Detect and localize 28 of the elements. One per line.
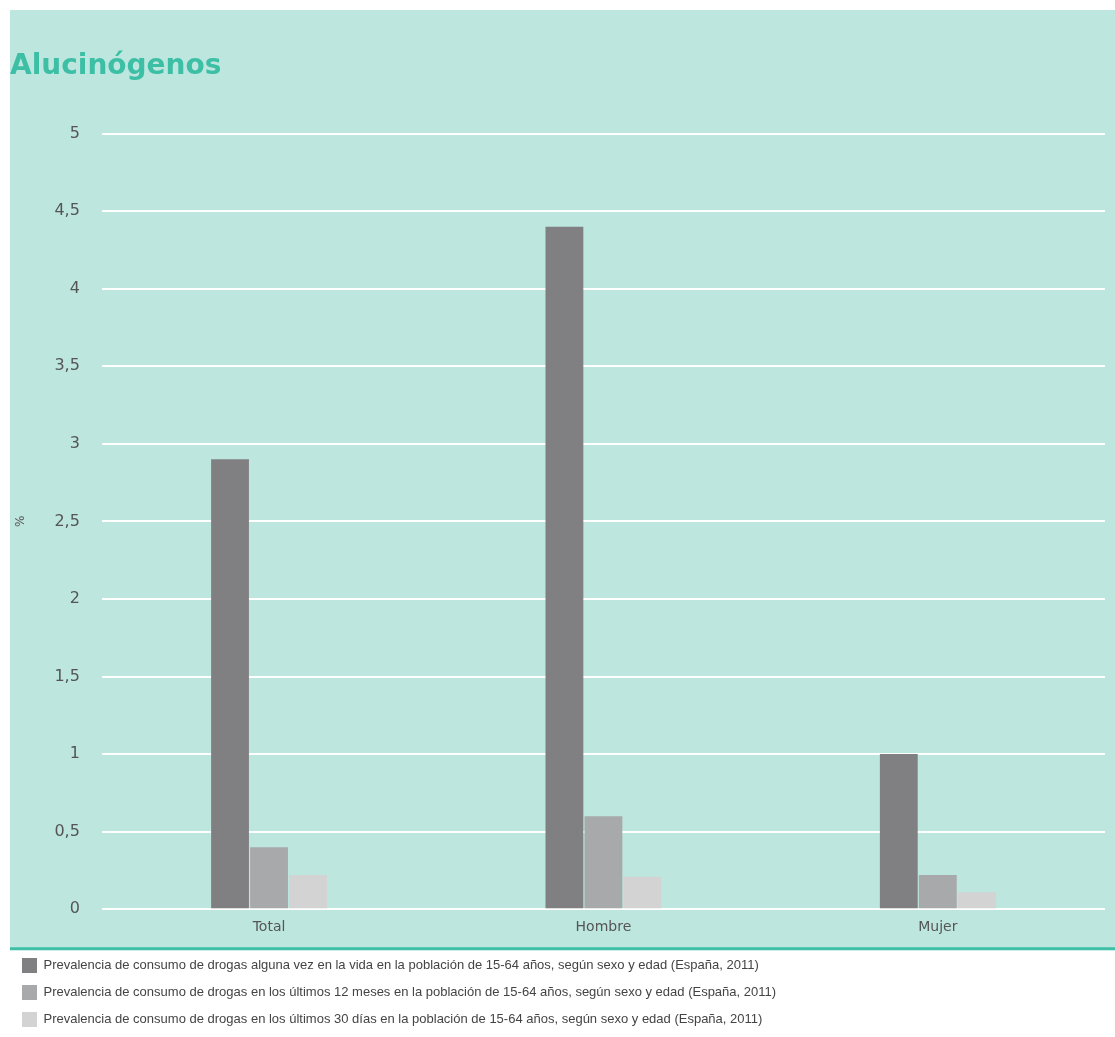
x-tick-label: Mujer — [918, 918, 958, 935]
y-tick-label: 2 — [69, 588, 80, 608]
y-tick-label: 3 — [69, 433, 80, 452]
y-tick-label: 1 — [69, 743, 80, 763]
bar — [957, 892, 996, 909]
y-tick-label: 0,5 — [54, 820, 80, 840]
bar — [623, 876, 662, 909]
chart-title: Alucinógenos — [10, 48, 222, 82]
bar — [211, 459, 249, 909]
y-tick-label: 0 — [69, 898, 80, 918]
legend-label: Prevalencia de consumo de drogas en los últimos 30 días en la población de 15-64 años, según sexo y edad (España, 2011) — [43, 1011, 763, 1027]
y-tick-label: 1,5 — [54, 665, 80, 685]
y-tick-label: 5 — [69, 122, 80, 142]
bar — [918, 875, 957, 909]
x-tick-label: Total — [251, 918, 286, 935]
y-tick-label: 4 — [69, 277, 80, 297]
y-tick-label: 2,5 — [54, 510, 80, 530]
bar — [289, 875, 327, 909]
legend-label: Prevalencia de consumo de drogas alguna vez en la vida en la población de 15-64 años, según sexo y edad (España, 2011) — [43, 957, 759, 973]
legend-label: Prevalencia de consumo de drogas en los últimos 12 meses en la población de 15-64 años, según sexo y edad (España, 2011) — [43, 984, 777, 1000]
x-tick-label: Hombre — [575, 918, 632, 935]
bar — [584, 816, 623, 909]
y-tick-label: 3,5 — [54, 355, 80, 375]
bar — [250, 847, 288, 909]
y-axis-title: % — [13, 515, 28, 528]
bar — [879, 754, 918, 909]
y-tick-label: 4,5 — [54, 200, 80, 220]
bar — [545, 226, 584, 909]
